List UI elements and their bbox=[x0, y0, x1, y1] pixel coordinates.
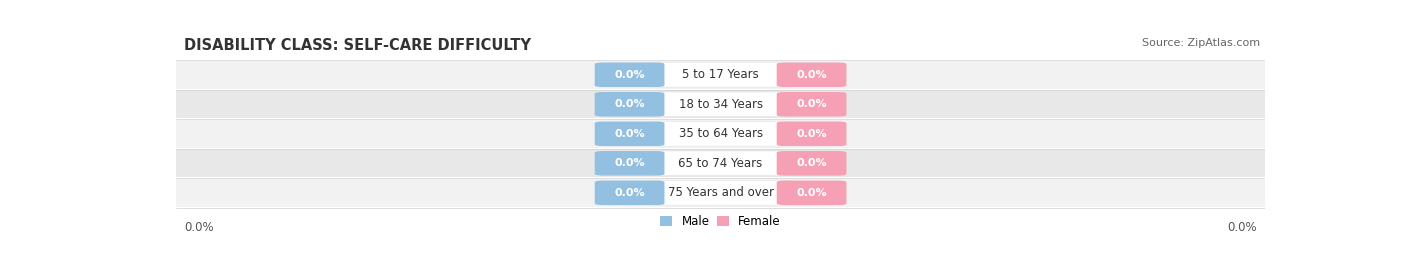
Text: 0.0%: 0.0% bbox=[796, 70, 827, 80]
Bar bbox=[176, 149, 1265, 177]
Legend: Male, Female: Male, Female bbox=[655, 210, 786, 233]
Text: 0.0%: 0.0% bbox=[614, 129, 645, 139]
FancyBboxPatch shape bbox=[776, 151, 846, 176]
Text: 0.0%: 0.0% bbox=[614, 188, 645, 198]
FancyBboxPatch shape bbox=[595, 151, 665, 176]
FancyBboxPatch shape bbox=[650, 121, 792, 146]
Text: 0.0%: 0.0% bbox=[796, 129, 827, 139]
FancyBboxPatch shape bbox=[595, 62, 665, 87]
FancyBboxPatch shape bbox=[650, 62, 792, 87]
Text: 0.0%: 0.0% bbox=[184, 221, 214, 234]
Text: 0.0%: 0.0% bbox=[1227, 221, 1257, 234]
Text: 0.0%: 0.0% bbox=[796, 158, 827, 168]
Text: 0.0%: 0.0% bbox=[796, 99, 827, 109]
FancyBboxPatch shape bbox=[650, 181, 792, 205]
Bar bbox=[176, 90, 1265, 118]
Bar bbox=[176, 179, 1265, 207]
Bar bbox=[176, 120, 1265, 148]
FancyBboxPatch shape bbox=[650, 151, 792, 176]
FancyBboxPatch shape bbox=[595, 181, 665, 205]
Text: 18 to 34 Years: 18 to 34 Years bbox=[679, 98, 762, 111]
FancyBboxPatch shape bbox=[776, 92, 846, 117]
Text: 65 to 74 Years: 65 to 74 Years bbox=[679, 157, 762, 170]
Text: 35 to 64 Years: 35 to 64 Years bbox=[679, 127, 762, 140]
FancyBboxPatch shape bbox=[595, 92, 665, 117]
FancyBboxPatch shape bbox=[650, 92, 792, 117]
FancyBboxPatch shape bbox=[776, 62, 846, 87]
Text: 5 to 17 Years: 5 to 17 Years bbox=[682, 68, 759, 81]
FancyBboxPatch shape bbox=[776, 181, 846, 205]
Text: 0.0%: 0.0% bbox=[614, 70, 645, 80]
Text: 0.0%: 0.0% bbox=[614, 158, 645, 168]
Text: DISABILITY CLASS: SELF-CARE DIFFICULTY: DISABILITY CLASS: SELF-CARE DIFFICULTY bbox=[184, 38, 531, 53]
Text: 0.0%: 0.0% bbox=[796, 188, 827, 198]
Bar bbox=[176, 61, 1265, 89]
FancyBboxPatch shape bbox=[776, 121, 846, 146]
Text: 75 Years and over: 75 Years and over bbox=[668, 186, 773, 199]
Text: 0.0%: 0.0% bbox=[614, 99, 645, 109]
FancyBboxPatch shape bbox=[595, 121, 665, 146]
Text: Source: ZipAtlas.com: Source: ZipAtlas.com bbox=[1142, 38, 1260, 48]
